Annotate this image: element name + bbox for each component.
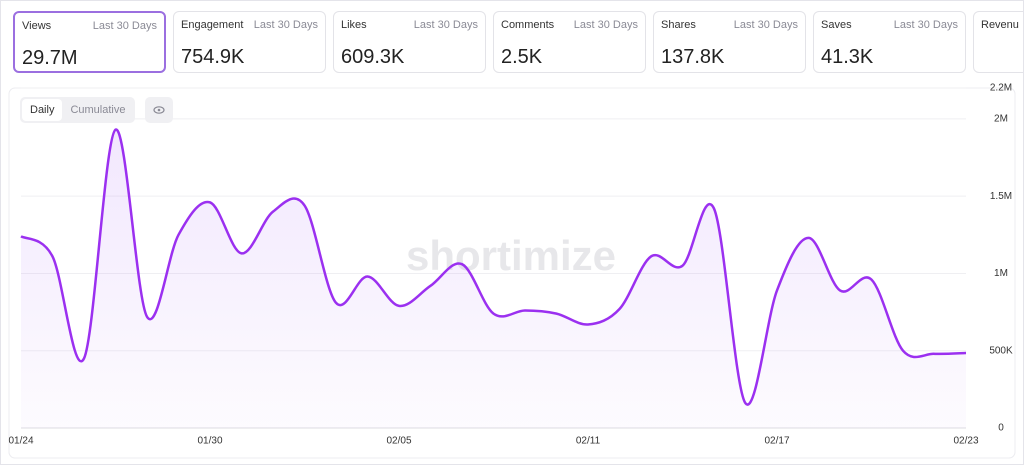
metric-card[interactable]: Comments Last 30 Days 2.5K [493,11,646,73]
visibility-button[interactable] [145,97,173,123]
y-tick-label: 500K [989,345,1013,356]
card-value: 29.7M [22,47,78,69]
metric-card[interactable]: Likes Last 30 Days 609.3K [333,11,486,73]
x-tick-label: 01/24 [8,436,33,447]
metric-card[interactable]: Revenu [973,11,1023,73]
y-tick-label: 2M [994,114,1008,125]
card-period: Last 30 Days [253,19,318,31]
x-tick-label: 02/05 [386,436,411,447]
card-label: Revenu [981,19,1019,31]
metric-card[interactable]: Shares Last 30 Days 137.8K [653,11,806,73]
x-tick-label: 02/17 [764,436,789,447]
card-label: Engagement [181,19,244,31]
card-label: Saves [821,19,852,31]
y-tick-label: 0 [998,423,1004,434]
card-value: 41.3K [821,46,874,68]
view-toggle: Daily Cumulative [20,97,136,123]
card-period: Last 30 Days [92,20,157,32]
card-period: Last 30 Days [413,19,478,31]
card-period: Last 30 Days [893,19,958,31]
y-tick-label: 1.5M [990,191,1012,202]
line [20,128,967,406]
card-label: Shares [661,19,696,31]
card-value: 609.3K [341,46,405,68]
metric-card[interactable]: Engagement Last 30 Days 754.9K [173,11,326,73]
watermark: shortimize [406,232,616,279]
x-tick-label: 02/23 [953,436,978,447]
card-value: 137.8K [661,46,725,68]
toggle-option[interactable]: Daily [22,99,63,121]
y-tick-label: 2.2M [990,83,1012,94]
metric-card[interactable]: Saves Last 30 Days 41.3K [813,11,966,73]
card-period: Last 30 Days [733,19,798,31]
x-tick-label: 01/30 [197,436,222,447]
x-tick-label: 02/11 [576,436,601,447]
card-label: Views [22,20,52,32]
metric-card[interactable]: Views Last 30 Days 29.7M [13,11,166,73]
card-period: Last 30 Days [573,19,638,31]
card-label: Comments [501,19,555,31]
card-label: Likes [341,19,367,31]
toggle-option[interactable]: Cumulative [70,104,126,116]
card-value: 2.5K [501,46,543,68]
card-value: 754.9K [181,46,245,68]
area [21,129,966,428]
y-tick-label: 1M [994,268,1008,279]
